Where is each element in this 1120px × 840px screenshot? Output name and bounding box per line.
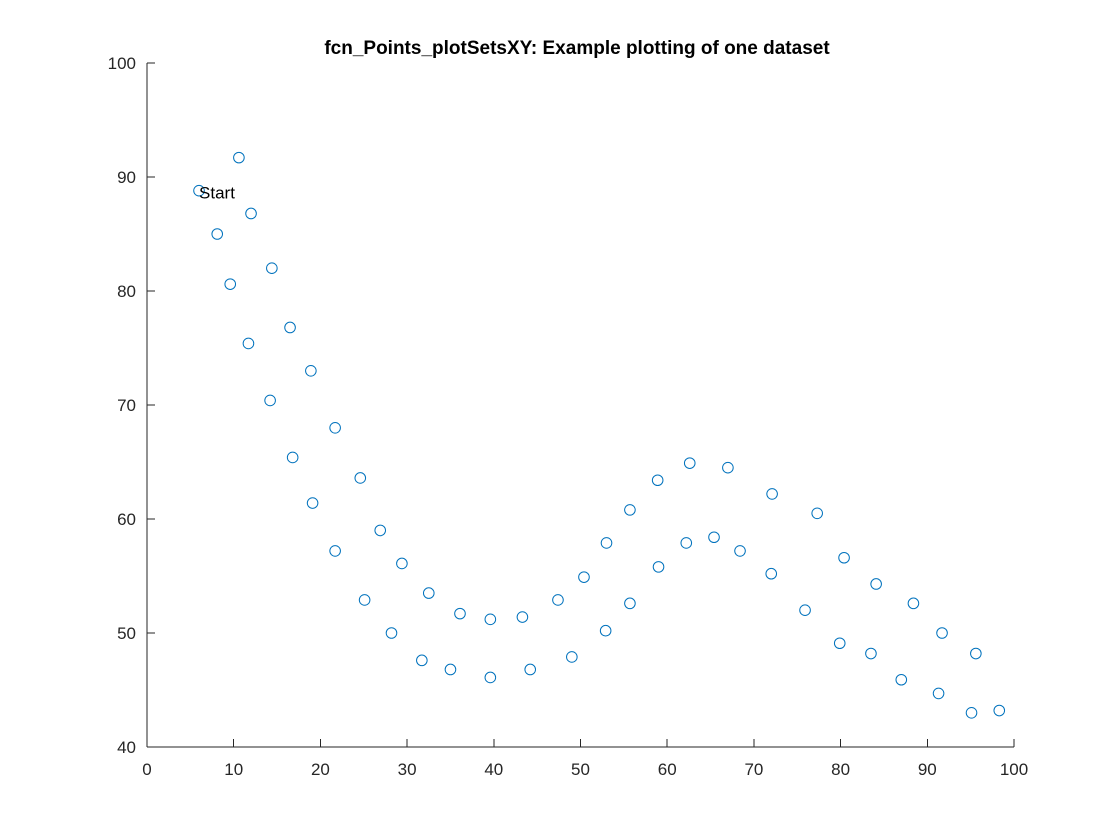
data-point <box>907 597 920 610</box>
data-point <box>624 597 636 610</box>
data-point <box>970 647 982 660</box>
data-point <box>993 704 1006 717</box>
data-point <box>734 545 746 557</box>
data-point <box>552 594 564 606</box>
data-point <box>865 647 877 660</box>
x-tick-label: 70 <box>744 760 763 779</box>
data-point <box>284 321 296 334</box>
data-point <box>708 531 720 544</box>
axes <box>146 63 1014 748</box>
data-point <box>306 497 319 509</box>
data-point <box>516 611 529 623</box>
data-point <box>624 504 636 516</box>
x-tick-label: 10 <box>224 760 243 779</box>
y-tick-label: 80 <box>117 282 136 301</box>
data-point <box>811 507 823 520</box>
data-point <box>374 524 387 537</box>
data-point <box>242 337 255 350</box>
data-point <box>838 551 850 564</box>
data-point <box>416 654 428 667</box>
x-tick-label: 30 <box>398 760 417 779</box>
data-point <box>266 262 278 275</box>
data-point <box>305 365 317 377</box>
data-point <box>211 228 224 240</box>
data-point <box>329 422 341 434</box>
data-point <box>484 613 497 626</box>
data-point <box>799 604 811 617</box>
data-point <box>396 557 408 570</box>
data-point <box>193 184 205 197</box>
data-point <box>651 474 664 487</box>
y-tick-label: 90 <box>117 168 136 187</box>
data-point <box>765 567 778 580</box>
start-annotation: Start <box>199 184 235 203</box>
y-tick-label: 60 <box>117 510 136 529</box>
data-point <box>652 561 665 573</box>
data-point <box>578 571 590 583</box>
data-point <box>329 545 341 557</box>
x-tick-label: 80 <box>831 760 850 779</box>
chart-title: fcn_Points_plotSetsXY: Example plotting … <box>324 38 830 59</box>
data-point <box>245 207 257 220</box>
y-tick-label: 100 <box>108 54 136 73</box>
data-point <box>722 461 734 474</box>
data-point <box>524 663 537 676</box>
x-tick-label: 20 <box>311 760 330 779</box>
data-point <box>454 607 466 620</box>
x-tick-label: 90 <box>918 760 937 779</box>
data-point <box>683 457 696 469</box>
data-point <box>566 651 578 663</box>
data-point <box>895 673 908 686</box>
data-point <box>358 594 371 606</box>
data-point <box>354 472 367 484</box>
data-point <box>484 671 497 684</box>
data-point <box>833 637 846 650</box>
data-point <box>233 151 245 164</box>
data-point <box>224 278 237 290</box>
x-tick-label: 50 <box>571 760 590 779</box>
data-point <box>600 537 613 549</box>
x-tick-label: 100 <box>1000 760 1028 779</box>
x-tick-label: 0 <box>142 760 151 779</box>
data-point <box>444 663 457 676</box>
data-point <box>965 707 978 719</box>
data-point <box>599 624 612 637</box>
x-tick-label: 40 <box>484 760 503 779</box>
data-point <box>870 578 882 590</box>
ticks: 0 10 20 30 40 50 60 70 80 90 100 40 50 60 70 80 90 100 <box>108 54 1029 779</box>
y-tick-label: 40 <box>117 738 136 757</box>
data-point <box>286 451 299 464</box>
data-points <box>193 151 1006 719</box>
y-tick-label: 70 <box>117 396 136 415</box>
data-point <box>422 587 435 599</box>
data-point <box>264 394 276 407</box>
x-tick-label: 60 <box>658 760 677 779</box>
data-point <box>936 627 948 639</box>
annotations: Start <box>199 184 235 203</box>
y-tick-label: 50 <box>117 624 136 643</box>
data-point <box>766 488 778 500</box>
data-point <box>680 537 693 549</box>
data-point <box>932 687 945 700</box>
data-point <box>385 627 398 639</box>
